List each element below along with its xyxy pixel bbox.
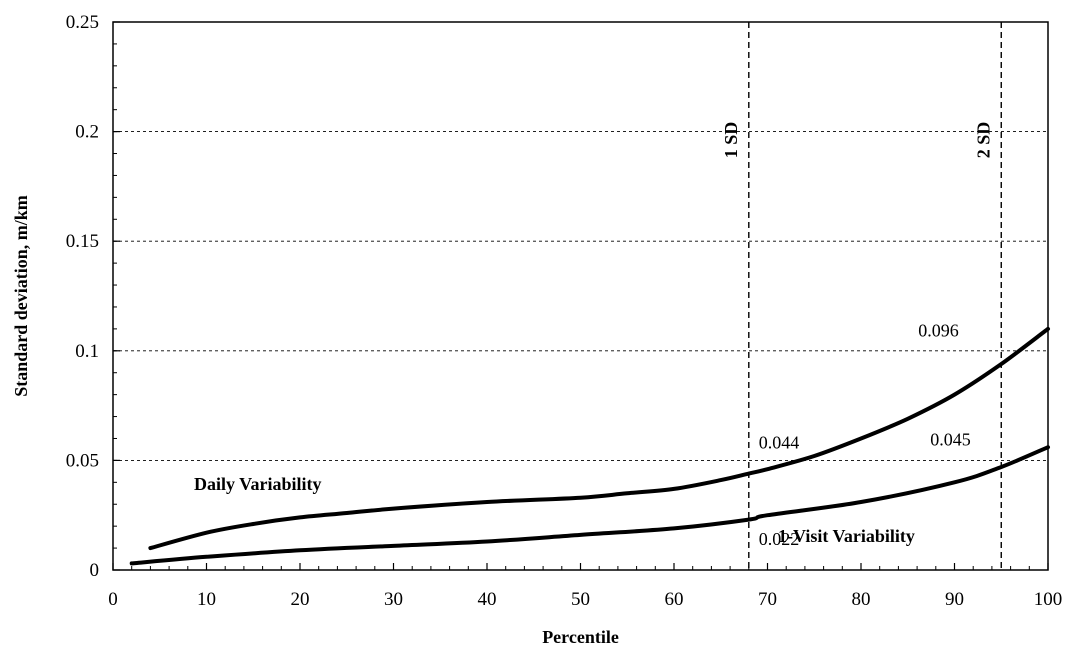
y-tick-label: 0.05 bbox=[66, 450, 99, 471]
x-tick-label: 70 bbox=[758, 589, 777, 610]
y-tick-label: 0.2 bbox=[75, 122, 99, 143]
series-line-daily-variability bbox=[148, 326, 1050, 551]
x-axis-title: Percentile bbox=[542, 627, 619, 647]
y-tick-label: 0.25 bbox=[66, 12, 99, 33]
x-tick-label: 40 bbox=[478, 589, 497, 610]
annotation-value: 0.096 bbox=[918, 321, 959, 341]
x-tick-label: 80 bbox=[852, 589, 871, 610]
y-tick-label: 0.15 bbox=[66, 231, 99, 252]
annotation-value: 0.044 bbox=[759, 433, 800, 453]
series-line-1-visit-variability bbox=[129, 445, 1050, 566]
value-annotations: 0.044 0.022 0.096 0.045 bbox=[759, 321, 971, 549]
reference-lines: 1 SD 2 SD bbox=[721, 22, 1002, 570]
annotation-value: 0.045 bbox=[930, 429, 971, 449]
annotation-value: 0.022 bbox=[759, 529, 800, 549]
x-tick-label: 20 bbox=[291, 589, 310, 610]
axis-ticks bbox=[112, 21, 1049, 571]
x-tick-label: 30 bbox=[384, 589, 403, 610]
grid-lines bbox=[113, 131, 1048, 461]
y-tick-label: 0 bbox=[90, 560, 100, 581]
x-tick-label: 0 bbox=[108, 589, 118, 610]
series-label-1-visit-variability: 1-Visit Variability bbox=[778, 526, 915, 546]
y-tick-label: 0.1 bbox=[75, 341, 99, 362]
vertical-line-label: 1 SD bbox=[721, 122, 741, 159]
x-tick-label: 90 bbox=[945, 589, 964, 610]
x-tick-label: 10 bbox=[197, 589, 216, 610]
series-label-daily-variability: Daily Variability bbox=[194, 474, 322, 494]
x-tick-label: 100 bbox=[1034, 589, 1063, 610]
y-axis-title: Standard deviation, m/km bbox=[11, 195, 31, 397]
x-tick-label: 50 bbox=[571, 589, 590, 610]
series-lines bbox=[129, 326, 1050, 566]
tick-labels: 0 0.05 0.1 0.15 0.2 0.25 0 10 20 30 40 50 60 70 80 90 10… bbox=[66, 12, 1063, 610]
vertical-line-label: 2 SD bbox=[973, 122, 993, 159]
x-tick-label: 60 bbox=[665, 589, 684, 610]
